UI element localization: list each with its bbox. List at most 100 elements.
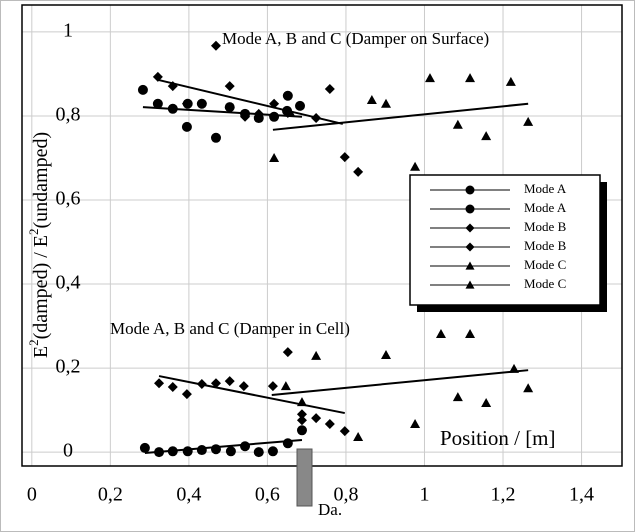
point bbox=[167, 381, 178, 392]
x-tick-label: 1 bbox=[419, 484, 429, 506]
point bbox=[253, 108, 264, 119]
point bbox=[311, 350, 322, 360]
point bbox=[137, 84, 148, 95]
x-tick-label: 0,6 bbox=[255, 484, 280, 506]
point bbox=[269, 152, 280, 162]
point bbox=[280, 381, 291, 391]
point bbox=[167, 446, 178, 457]
point bbox=[452, 392, 463, 402]
legend: Mode A Mode A Mode B Mode B Mode C Mode C bbox=[409, 174, 607, 312]
point bbox=[509, 363, 520, 373]
point bbox=[296, 409, 307, 420]
point bbox=[167, 81, 178, 92]
fit-line bbox=[271, 369, 529, 396]
fit-line bbox=[158, 375, 345, 415]
x-axis-label: Position / [m] bbox=[440, 426, 556, 450]
point bbox=[269, 98, 280, 109]
point bbox=[505, 76, 516, 86]
point bbox=[424, 73, 435, 83]
point bbox=[210, 444, 221, 455]
point bbox=[410, 161, 421, 171]
point bbox=[240, 111, 251, 122]
legend-marker bbox=[465, 204, 475, 214]
annotation: Mode A, B and C (Damper in Cell) bbox=[110, 319, 350, 338]
point bbox=[296, 425, 307, 436]
legend-marker bbox=[465, 185, 475, 195]
marks bbox=[137, 40, 534, 458]
point bbox=[225, 446, 236, 457]
legend-label: Mode A bbox=[524, 181, 567, 196]
point bbox=[139, 442, 150, 453]
point bbox=[154, 447, 165, 458]
point bbox=[167, 103, 178, 114]
y-tick-label: 0 bbox=[63, 440, 73, 462]
point bbox=[196, 445, 207, 456]
point bbox=[238, 381, 249, 392]
point bbox=[296, 415, 307, 426]
point bbox=[465, 73, 476, 83]
point bbox=[481, 131, 492, 141]
x-tick-label: 0 bbox=[27, 484, 37, 506]
point bbox=[282, 347, 293, 358]
grid bbox=[22, 5, 622, 466]
point bbox=[210, 40, 221, 51]
fit-line bbox=[157, 78, 344, 125]
legend-marker bbox=[465, 280, 475, 289]
y-tick-label: 0,6 bbox=[56, 188, 81, 210]
point bbox=[339, 152, 350, 163]
legend-box bbox=[409, 174, 601, 306]
point bbox=[381, 350, 392, 360]
point bbox=[181, 98, 192, 109]
legend-label: Mode B bbox=[524, 238, 567, 253]
x-tick-label: 0,8 bbox=[333, 484, 358, 506]
x-tick-label: 0,2 bbox=[98, 484, 123, 506]
y-label-part: (undamped) bbox=[30, 132, 52, 229]
point bbox=[452, 119, 463, 129]
point bbox=[284, 106, 295, 116]
y-label-part: E bbox=[30, 346, 52, 358]
point bbox=[224, 376, 235, 387]
point bbox=[324, 418, 335, 429]
legend-marker bbox=[465, 223, 475, 233]
point bbox=[523, 116, 534, 126]
point bbox=[481, 397, 492, 407]
point bbox=[154, 378, 165, 389]
point bbox=[152, 71, 163, 82]
point bbox=[267, 381, 278, 392]
point bbox=[269, 111, 280, 122]
point bbox=[311, 413, 322, 424]
point bbox=[282, 90, 293, 101]
point bbox=[435, 329, 446, 339]
point bbox=[224, 81, 235, 92]
y-axis-label: E2(damped) / E2(undamped) bbox=[26, 132, 52, 358]
point bbox=[410, 418, 421, 428]
point bbox=[366, 94, 377, 104]
x-tick-label: 1,4 bbox=[569, 484, 594, 506]
fit-line bbox=[272, 102, 529, 131]
damper-label: Da. bbox=[318, 500, 342, 519]
point bbox=[353, 432, 364, 442]
y-tick-label: 0,4 bbox=[56, 272, 81, 294]
point bbox=[465, 329, 476, 339]
point bbox=[182, 446, 193, 457]
y-label-part: (damped) / E bbox=[30, 235, 52, 339]
y-tick-label: 0,2 bbox=[56, 356, 81, 378]
point bbox=[253, 447, 264, 458]
point bbox=[295, 100, 306, 111]
point bbox=[196, 98, 207, 109]
legend-label: Mode A bbox=[524, 200, 567, 215]
y-label-sup: 2 bbox=[26, 339, 41, 346]
point bbox=[210, 378, 221, 389]
legend-label: Mode C bbox=[524, 257, 566, 272]
point bbox=[353, 166, 364, 177]
point bbox=[311, 113, 322, 124]
point bbox=[240, 441, 251, 452]
plot-frame bbox=[21, 4, 623, 467]
legend-marker bbox=[465, 261, 475, 270]
point bbox=[282, 438, 293, 449]
point bbox=[296, 397, 307, 407]
point bbox=[381, 98, 392, 108]
y-tick-label: 1 bbox=[63, 19, 73, 41]
point bbox=[196, 379, 207, 390]
annotation: Mode A, B and C (Damper on Surface) bbox=[222, 29, 489, 48]
